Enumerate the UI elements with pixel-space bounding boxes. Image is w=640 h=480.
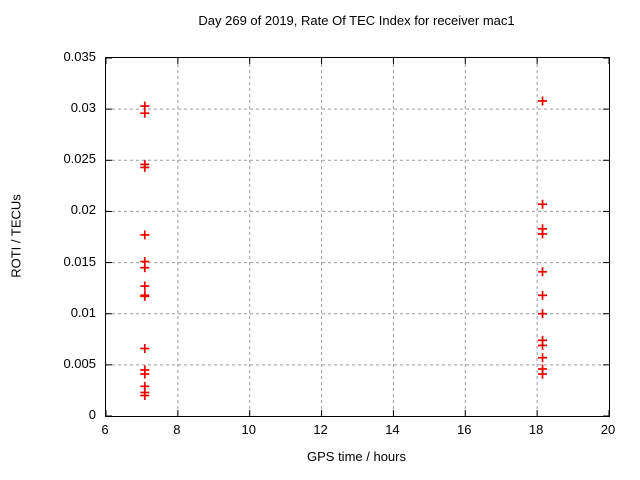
y-tick-label: 0.03 xyxy=(70,100,96,116)
plot-canvas xyxy=(106,58,609,416)
x-tick-label: 14 xyxy=(385,422,400,437)
y-tick-label: 0.025 xyxy=(63,151,96,167)
y-tick-label: 0.02 xyxy=(70,202,96,218)
x-tick-label: 18 xyxy=(528,422,544,437)
y-tick-label: 0.005 xyxy=(63,355,96,371)
x-tick-label: 6 xyxy=(101,422,109,437)
x-tick-label: 8 xyxy=(173,422,181,437)
x-axis-label: GPS time / hours xyxy=(307,449,406,464)
x-tick-label: 12 xyxy=(313,422,328,437)
x-tick-label: 16 xyxy=(457,422,472,437)
x-tick-label: 10 xyxy=(241,422,256,437)
y-tick-label: 0 xyxy=(88,407,96,422)
chart-title: Day 269 of 2019, Rate Of TEC Index for r… xyxy=(198,13,515,28)
y-tick-label: 0.035 xyxy=(63,49,96,64)
plot-area xyxy=(105,57,610,417)
x-tick-label: 20 xyxy=(600,422,616,437)
y-tick-label: 0.01 xyxy=(70,304,96,320)
y-tick-label: 0.015 xyxy=(63,253,96,269)
